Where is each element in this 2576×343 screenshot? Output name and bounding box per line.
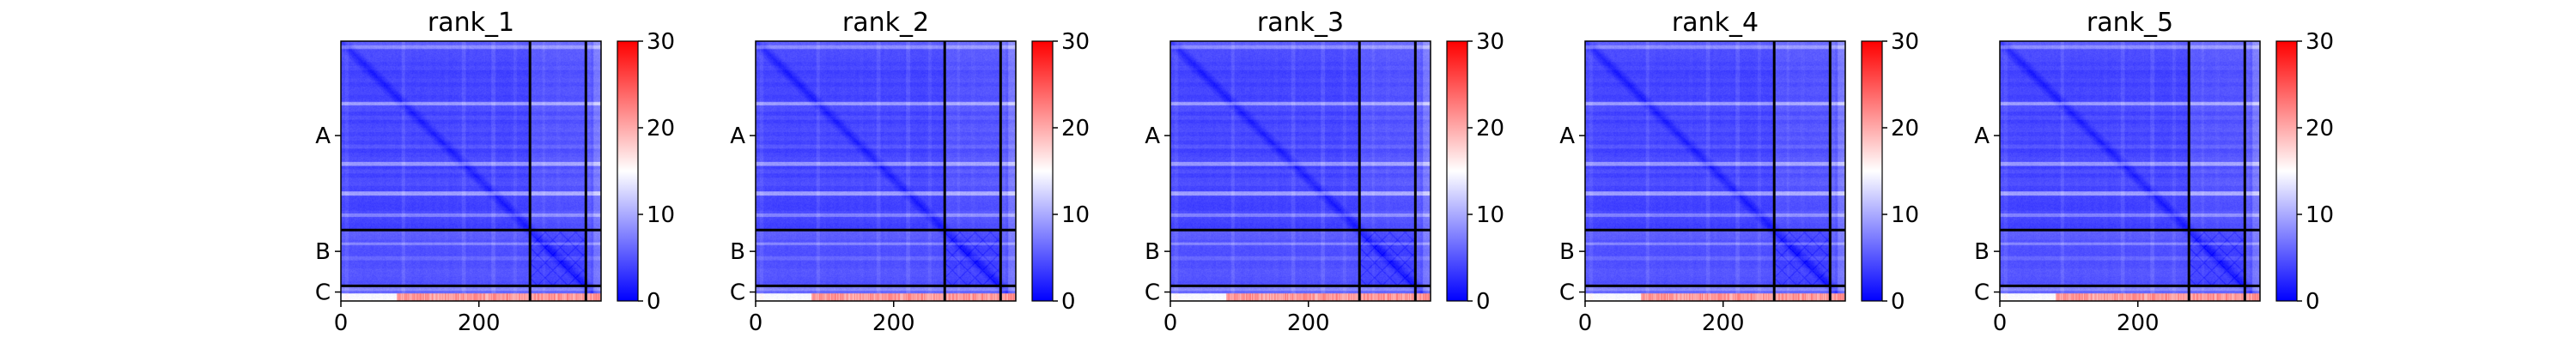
colorbar-tick-label: 30 xyxy=(1476,29,1504,55)
colorbar xyxy=(1446,40,1468,302)
y-tick-label: B xyxy=(1145,239,1160,265)
pae-heatmap xyxy=(341,41,601,301)
y-tick-label: B xyxy=(1974,239,1990,265)
x-tick-label: 0 xyxy=(1163,310,1178,336)
colorbar-tick-label: 0 xyxy=(647,289,661,315)
plot-frame xyxy=(755,40,1017,302)
colorbar-tick-label: 0 xyxy=(1476,289,1491,315)
colorbar xyxy=(617,40,639,302)
y-tick-label: C xyxy=(1974,280,1990,306)
y-tick-label: A xyxy=(1974,123,1990,149)
colorbar xyxy=(2275,40,2298,302)
panel-title: rank_1 xyxy=(428,8,514,38)
colorbar xyxy=(1031,40,1054,302)
pae-heatmap xyxy=(2000,41,2260,301)
colorbar-tick-label: 20 xyxy=(1891,116,1919,141)
colorbar-tick-label: 20 xyxy=(1061,116,1090,141)
colorbar-tick-label: 0 xyxy=(2306,289,2320,315)
x-tick-label: 200 xyxy=(1287,310,1330,336)
colorbar-tick-label: 0 xyxy=(1891,289,1905,315)
x-tick-label: 200 xyxy=(2117,310,2160,336)
plot-frame xyxy=(1584,40,1846,302)
colorbar-tick-label: 20 xyxy=(1476,116,1504,141)
panel-title: rank_5 xyxy=(2087,8,2173,38)
plot-frame xyxy=(1999,40,2261,302)
y-tick-label: C xyxy=(1559,280,1575,306)
x-tick-label: 0 xyxy=(749,310,763,336)
x-tick-label: 200 xyxy=(458,310,501,336)
y-tick-label: C xyxy=(1145,280,1160,306)
colorbar-tick-label: 10 xyxy=(2306,202,2334,228)
colorbar xyxy=(1861,40,1883,302)
x-tick-label: 0 xyxy=(1578,310,1593,336)
x-tick-label: 200 xyxy=(1702,310,1745,336)
pae-heatmap xyxy=(1585,41,1845,301)
colorbar-tick-label: 10 xyxy=(1476,202,1504,228)
colorbar-tick-label: 10 xyxy=(1061,202,1090,228)
plot-frame xyxy=(340,40,602,302)
y-tick-label: A xyxy=(315,123,331,149)
x-tick-label: 0 xyxy=(1993,310,2008,336)
plot-frame xyxy=(1170,40,1431,302)
colorbar-tick-label: 30 xyxy=(1891,29,1919,55)
y-tick-label: B xyxy=(1559,239,1575,265)
colorbar-tick-label: 10 xyxy=(647,202,675,228)
pae-heatmap xyxy=(1170,41,1431,301)
y-tick-label: A xyxy=(1559,123,1575,149)
colorbar-tick-label: 30 xyxy=(1061,29,1090,55)
y-tick-label: B xyxy=(730,239,745,265)
panel-title: rank_4 xyxy=(1672,8,1759,38)
panel-title: rank_2 xyxy=(842,8,929,38)
colorbar-tick-label: 30 xyxy=(2306,29,2334,55)
colorbar-tick-label: 20 xyxy=(2306,116,2334,141)
y-tick-label: C xyxy=(730,280,745,306)
pae-heatmap xyxy=(756,41,1016,301)
y-tick-label: A xyxy=(730,123,745,149)
y-tick-label: B xyxy=(315,239,331,265)
x-tick-label: 0 xyxy=(334,310,349,336)
y-tick-label: A xyxy=(1145,123,1160,149)
colorbar-tick-label: 20 xyxy=(647,116,675,141)
y-tick-label: C xyxy=(315,280,331,306)
colorbar-tick-label: 10 xyxy=(1891,202,1919,228)
colorbar-tick-label: 30 xyxy=(647,29,675,55)
colorbar-tick-label: 0 xyxy=(1061,289,1076,315)
x-tick-label: 200 xyxy=(872,310,915,336)
panel-title: rank_3 xyxy=(1257,8,1344,38)
